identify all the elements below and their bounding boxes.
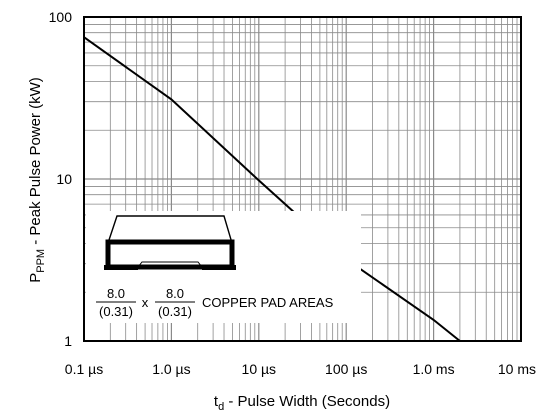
y-axis-label-sub: PPM bbox=[35, 249, 47, 273]
package-body bbox=[105, 239, 235, 270]
x-tick-label: 100 µs bbox=[325, 361, 367, 377]
x-axis-label-sub: d bbox=[218, 401, 224, 413]
copper-pad-left bbox=[104, 265, 138, 270]
x-tick-label: 1.0 µs bbox=[152, 361, 190, 377]
package-base bbox=[137, 261, 203, 268]
y-tick-label: 1 bbox=[64, 333, 72, 349]
copper-pad-right bbox=[202, 265, 236, 270]
y-tick-label: 100 bbox=[49, 9, 73, 25]
y-axis-label-rest: - Peak Pulse Power (kW) bbox=[27, 77, 44, 249]
tick-labels: 0.1 µs 1.0 µs 10 µs 100 µs 1.0 ms 10 ms 1 10 100 bbox=[49, 9, 536, 377]
x-tick-label: 0.1 µs bbox=[65, 361, 103, 377]
y-axis-label: PPPM - Peak Pulse Power (kW) bbox=[27, 77, 47, 283]
x-axis-label-main: t bbox=[214, 393, 219, 410]
y-tick-label: 10 bbox=[56, 171, 72, 187]
copper-pad-label: COPPER PAD AREAS bbox=[202, 295, 334, 310]
pad-width-value: 8.0 bbox=[107, 286, 125, 301]
x-tick-label: 10 µs bbox=[242, 361, 277, 377]
pad-length-value: 8.0 bbox=[166, 286, 184, 301]
plot-frame bbox=[83, 16, 522, 342]
pad-width-inches: (0.31) bbox=[99, 304, 133, 319]
x-tick-label: 1.0 ms bbox=[413, 361, 455, 377]
pad-length-inches: (0.31) bbox=[158, 304, 192, 319]
x-axis-label: td - Pulse Width (Seconds) bbox=[214, 393, 390, 413]
package-body-outline bbox=[107, 215, 233, 244]
x-tick-label: 10 ms bbox=[498, 361, 536, 377]
copper-pad-inset: 8.0 (0.31) x 8.0 (0.31) COPPER PAD AREAS bbox=[86, 211, 361, 323]
x-axis-label-rest: - Pulse Width (Seconds) bbox=[224, 393, 390, 410]
y-axis-label-main: P bbox=[27, 273, 44, 283]
times-sign: x bbox=[142, 295, 149, 310]
